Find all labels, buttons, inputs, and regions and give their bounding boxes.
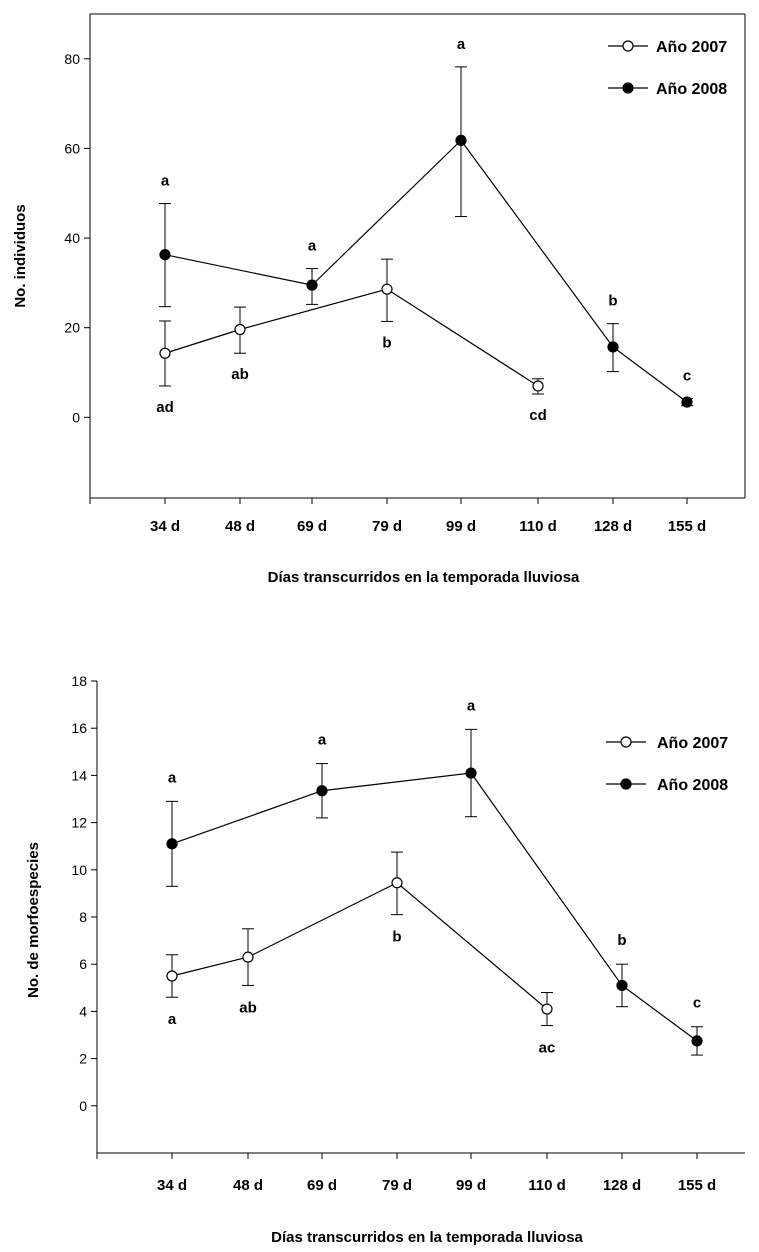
y-tick-label: 40 [64, 230, 80, 246]
y-tick-label: 14 [71, 767, 87, 783]
x-tick-label: 34 d [157, 1177, 187, 1194]
x-tick-label: 110 d [528, 1177, 566, 1194]
significance-label: a [318, 732, 327, 749]
significance-label: b [392, 929, 401, 946]
data-point [166, 838, 178, 850]
data-point [166, 970, 178, 982]
data-point [306, 279, 318, 291]
legend-marker [622, 82, 634, 94]
significance-label: b [382, 334, 391, 351]
significance-label: ac [539, 1040, 556, 1057]
x-tick-label: 99 d [446, 518, 476, 535]
y-tick-label: 12 [71, 815, 87, 831]
y-tick-label: 8 [79, 909, 87, 925]
chart-morfoespecies: 0 2 4 6 8 10 12 14 16 18 34 d 48 d 69 d 79 d 99 d 110 d… [25, 673, 745, 1246]
data-point [316, 785, 328, 797]
significance-label: ab [239, 999, 257, 1016]
y-tick-label: 6 [79, 956, 87, 972]
significance-label: b [617, 932, 626, 949]
significance-label: b [608, 293, 617, 310]
data-point [242, 951, 254, 963]
y-tick-label: 2 [79, 1051, 87, 1067]
significance-label: a [168, 1011, 177, 1028]
x-tick-label: 48 d [233, 1177, 263, 1194]
data-point [465, 767, 477, 779]
y-tick-label: 18 [71, 673, 87, 689]
legend-label: Año 2008 [656, 81, 727, 98]
x-tick-label: 69 d [307, 1177, 337, 1194]
data-point [607, 341, 619, 353]
x-tick-label: 34 d [150, 518, 180, 535]
x-tick-label: 155 d [668, 518, 706, 535]
y-axis-title: No. de morfoespecies [25, 842, 42, 998]
legend-marker [620, 778, 632, 790]
x-tick-label: 79 d [382, 1177, 412, 1194]
significance-label: c [683, 368, 691, 385]
significance-label: a [161, 173, 170, 190]
data-point [381, 283, 393, 295]
y-tick-label: 0 [79, 1098, 87, 1114]
y-tick-label: 0 [72, 409, 80, 425]
data-point [455, 134, 467, 146]
significance-label: a [308, 238, 317, 255]
data-point [616, 979, 628, 992]
x-tick-label: 48 d [225, 518, 255, 535]
series-line [164, 139, 688, 403]
data-point [691, 1035, 703, 1047]
y-tick-label: 4 [79, 1003, 87, 1019]
y-tick-label: 16 [71, 720, 87, 736]
x-tick-label: 110 d [519, 518, 557, 535]
data-point [541, 1003, 553, 1015]
data-point [159, 347, 171, 359]
data-point [532, 380, 544, 392]
significance-label: cd [529, 407, 547, 424]
y-axis-title: No. individuos [12, 204, 29, 307]
y-tick-label: 20 [64, 320, 80, 336]
x-tick-label: 69 d [297, 518, 327, 535]
x-axis-title: Días transcurridos en la temporada lluvi… [268, 569, 580, 586]
series-line [164, 288, 539, 387]
legend-marker [620, 736, 632, 748]
significance-label: a [467, 697, 476, 714]
x-tick-label: 155 d [678, 1177, 716, 1194]
data-point [234, 323, 246, 336]
legend-label: Año 2007 [656, 39, 727, 56]
chart-individuos: 0 20 40 60 80 34 d 48 d 69 d 79 d 99 d 110 d 128 d 1… [12, 13, 746, 586]
significance-label: ab [231, 366, 249, 383]
series-line [171, 882, 548, 1010]
significance-label: c [693, 995, 701, 1012]
x-tick-label: 99 d [456, 1177, 486, 1194]
significance-label: a [168, 769, 177, 786]
legend-label: Año 2008 [657, 777, 728, 794]
legend-marker [622, 40, 634, 52]
x-tick-label: 128 d [603, 1177, 641, 1194]
x-axis-title: Días transcurridos en la temporada lluvi… [271, 1229, 583, 1246]
data-point [681, 396, 693, 408]
x-tick-label: 128 d [594, 518, 632, 535]
legend-label: Año 2007 [657, 735, 728, 752]
x-tick-label: 79 d [372, 518, 402, 535]
data-point [391, 877, 403, 889]
data-point [159, 249, 171, 261]
y-tick-label: 10 [71, 862, 87, 878]
y-tick-label: 60 [64, 140, 80, 156]
significance-label: a [457, 36, 466, 53]
significance-label: ad [156, 399, 174, 416]
y-tick-label: 80 [64, 51, 80, 67]
